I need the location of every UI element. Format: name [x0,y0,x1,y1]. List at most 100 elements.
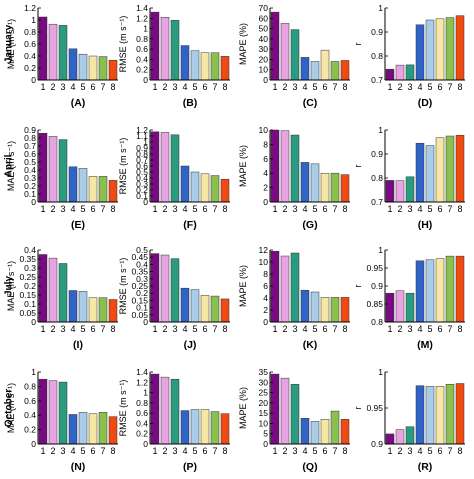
bar [180,410,190,445]
y-tick-label: 0 [263,75,268,85]
bar [220,413,230,445]
y-axis-label: MAPE (%) [238,23,248,65]
bar [58,381,68,445]
x-tick-label: 5 [80,324,85,334]
x-tick-label: 5 [312,82,317,92]
bar [98,297,108,323]
bar [435,258,445,323]
bar [280,255,290,323]
x-tick-label: 3 [407,204,412,214]
y-tick-label: 1.4 [136,367,148,377]
y-tick-label: 0.85 [366,299,383,309]
x-tick-label: 6 [90,204,95,214]
y-tick-label: 1 [378,125,383,135]
x-tick-label: 1 [40,204,45,214]
bar [330,61,340,81]
y-tick-label: 60 [259,13,269,23]
x-tick-label: 1 [387,204,392,214]
y-tick-label: 0 [143,197,148,207]
x-tick-label: 6 [90,82,95,92]
bar [88,413,98,445]
bar [48,23,58,81]
x-tick-label: 6 [90,446,95,456]
y-axis-label: r [353,285,363,288]
y-axis-label: MAPE (%) [238,265,248,307]
x-tick-label: 8 [222,204,227,214]
y-tick-label: 1 [378,245,383,255]
bar [405,426,415,445]
bar [88,55,98,81]
x-tick-label: 3 [292,204,297,214]
x-tick-label: 1 [152,446,157,456]
y-tick-label: 0 [263,317,268,327]
bar [200,295,210,323]
y-tick-label: 12 [259,245,269,255]
panel-label: (E) [71,219,85,231]
y-tick-label: 0.1 [24,189,36,199]
x-tick-label: 8 [222,324,227,334]
x-tick-label: 3 [172,446,177,456]
x-tick-label: 1 [272,324,277,334]
month-label: October [4,389,15,427]
y-axis-label: MAPE (%) [238,387,248,429]
y-tick-label: 0.25 [19,272,36,282]
y-tick-label: 1.4 [136,3,148,13]
bar [415,142,425,203]
y-tick-label: 1.2 [136,13,148,23]
bar [78,291,88,323]
x-tick-label: 2 [162,204,167,214]
x-tick-label: 5 [80,82,85,92]
bar [200,173,210,203]
x-tick-label: 2 [50,324,55,334]
y-tick-label: 0.4 [136,418,148,428]
bar [330,297,340,323]
y-tick-label: 0.7 [136,155,148,165]
y-tick-label: 0.9 [371,281,383,291]
y-axis-label: RMSE (m s⁻¹) [118,16,128,73]
y-tick-label: 30 [259,377,269,387]
y-tick-label: 1.2 [136,377,148,387]
y-tick-label: 0 [143,317,148,327]
y-tick-label: 0.8 [136,398,148,408]
bar [435,386,445,445]
x-tick-label: 4 [302,204,307,214]
x-tick-label: 6 [437,204,442,214]
x-tick-label: 5 [312,446,317,456]
bar [38,132,48,203]
x-tick-label: 6 [437,324,442,334]
y-axis-label: RMSE (m s⁻¹) [118,138,128,195]
y-tick-label: 15 [259,408,269,418]
bar [405,176,415,203]
x-tick-label: 6 [437,82,442,92]
x-tick-label: 5 [192,204,197,214]
x-tick-label: 7 [212,82,217,92]
bar [108,299,118,323]
month-label: April [4,154,15,177]
x-tick-label: 4 [302,324,307,334]
x-tick-label: 8 [457,324,462,334]
x-tick-label: 2 [397,82,402,92]
y-tick-label: 0.4 [24,165,36,175]
bar [300,162,310,203]
y-tick-label: 0.4 [136,259,148,269]
x-tick-label: 3 [407,446,412,456]
y-tick-label: 0.5 [136,167,148,177]
y-tick-label: 0.5 [24,157,36,167]
x-tick-label: 7 [447,82,452,92]
bar [310,291,320,323]
x-tick-label: 4 [417,82,422,92]
x-tick-label: 1 [152,324,157,334]
y-tick-label: 0.9 [371,439,383,449]
x-tick-label: 7 [100,82,105,92]
x-tick-label: 6 [202,204,207,214]
bar [210,411,220,445]
y-tick-label: 0.2 [136,185,148,195]
x-tick-label: 7 [212,446,217,456]
y-tick-label: 0.6 [24,396,36,406]
x-tick-label: 3 [407,324,412,334]
y-tick-label: 0.4 [24,245,36,255]
y-tick-label: 10 [259,65,269,75]
panel-label: (Q) [302,461,317,473]
x-tick-label: 7 [447,324,452,334]
bar [290,384,300,445]
